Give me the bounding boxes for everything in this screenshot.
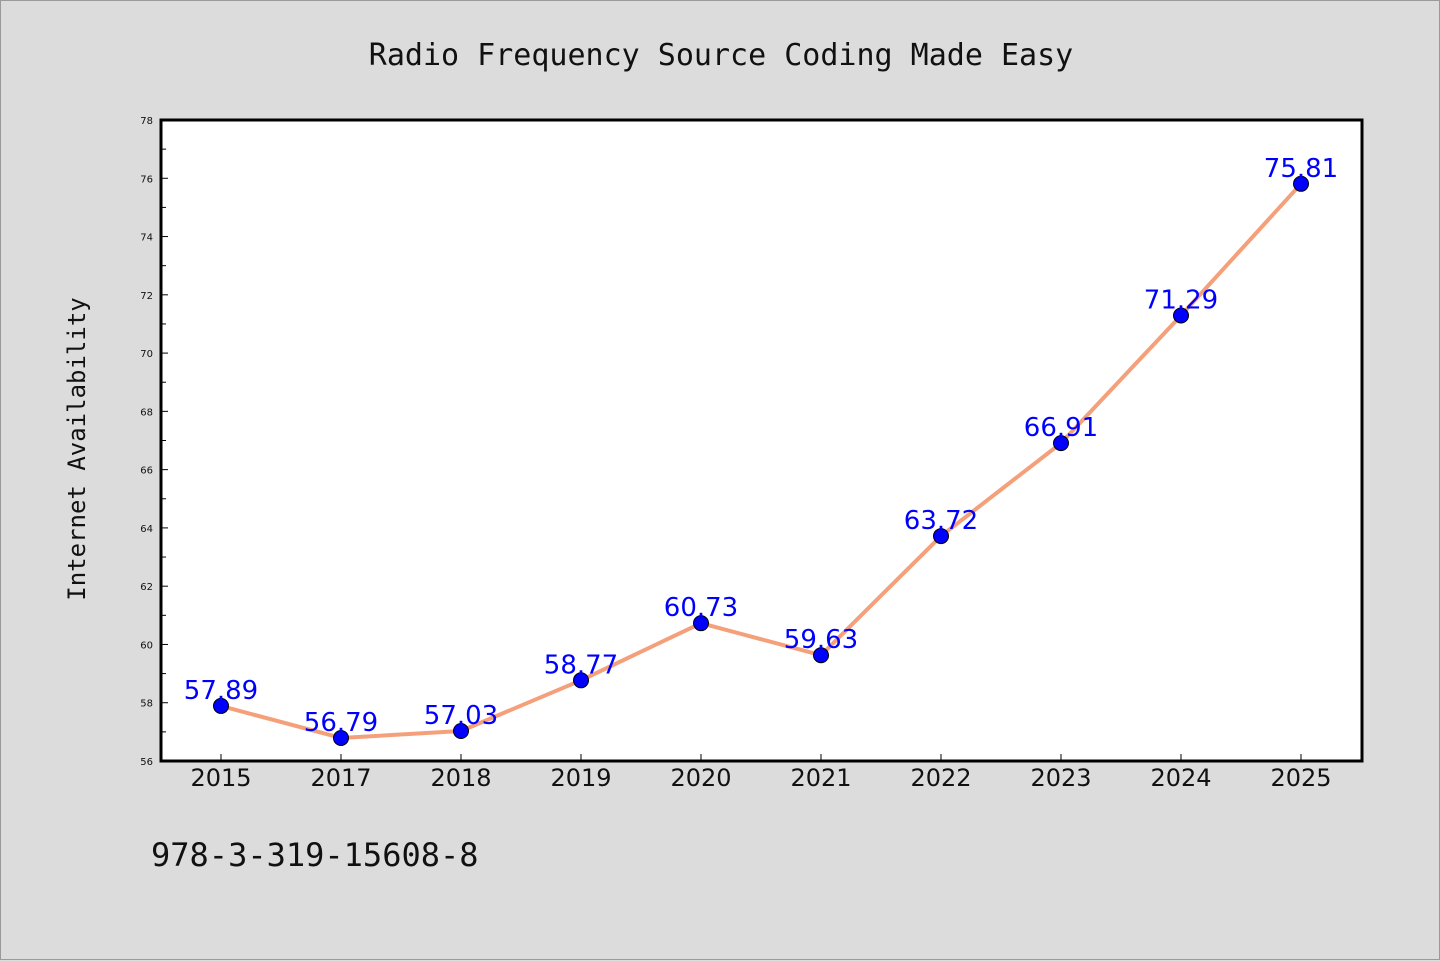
data-label: 58.77 xyxy=(544,650,618,680)
y-tick-label: 68 xyxy=(140,407,153,418)
y-tick-label: 72 xyxy=(140,291,153,302)
y-axis: 56 58 60 62 64 66 68 70 72 74 76 78 xyxy=(140,116,168,768)
x-tick-label: 2017 xyxy=(310,764,371,792)
plot-area xyxy=(159,118,1364,763)
y-tick-label: 64 xyxy=(140,524,153,535)
x-tick-label: 2025 xyxy=(1270,764,1331,792)
data-point xyxy=(813,647,829,664)
y-tick-label: 60 xyxy=(140,640,153,651)
data-point xyxy=(453,722,469,739)
x-tick-label: 2023 xyxy=(1030,764,1091,792)
chart-title: Radio Frequency Source Coding Made Easy xyxy=(369,38,1073,73)
y-tick-label: 66 xyxy=(140,466,153,477)
data-point xyxy=(573,672,589,689)
data-point xyxy=(933,528,949,545)
data-label: 57.03 xyxy=(424,701,498,731)
y-axis-label: Internet Availability xyxy=(63,297,91,600)
data-label: 57.89 xyxy=(184,676,258,706)
x-tick-label: 2019 xyxy=(550,764,611,792)
y-tick-label: 58 xyxy=(140,699,153,710)
y-tick-label: 74 xyxy=(140,233,153,244)
x-tick-label: 2015 xyxy=(190,764,251,792)
data-point xyxy=(213,697,229,714)
x-tick-label: 2024 xyxy=(1150,764,1211,792)
y-tick-label: 78 xyxy=(140,116,153,127)
data-point xyxy=(693,615,709,632)
x-tick-label: 2020 xyxy=(670,764,731,792)
y-tick-label: 70 xyxy=(140,349,153,360)
data-label: 66.91 xyxy=(1024,413,1098,443)
y-tick-label: 62 xyxy=(140,582,153,593)
data-label: 75.81 xyxy=(1264,154,1338,184)
isbn-annotation: 978-3-319-15608-8 xyxy=(151,836,479,874)
data-label: 71.29 xyxy=(1144,286,1218,316)
data-label: 60.73 xyxy=(664,593,738,623)
data-label: 56.79 xyxy=(304,708,378,738)
data-label: 63.72 xyxy=(904,506,978,536)
data-label: 59.63 xyxy=(784,625,858,655)
data-point xyxy=(1053,435,1069,452)
series-line xyxy=(220,182,1303,740)
x-tick-label: 2018 xyxy=(430,764,491,792)
data-point xyxy=(1293,175,1309,192)
data-point xyxy=(333,729,349,746)
data-point xyxy=(1173,307,1189,324)
y-tick-label: 56 xyxy=(140,757,153,768)
x-tick-label: 2021 xyxy=(790,764,851,792)
series-internet-availability: 57.89 56.79 57.03 58.77 60.73 59.63 63.72 66.91… xyxy=(184,154,1338,746)
x-axis: 2015 2017 2018 2019 2020 2021 2022 2023 2024 2025 xyxy=(190,754,1332,792)
x-tick-label: 2022 xyxy=(910,764,971,792)
y-tick-label: 76 xyxy=(140,174,153,185)
